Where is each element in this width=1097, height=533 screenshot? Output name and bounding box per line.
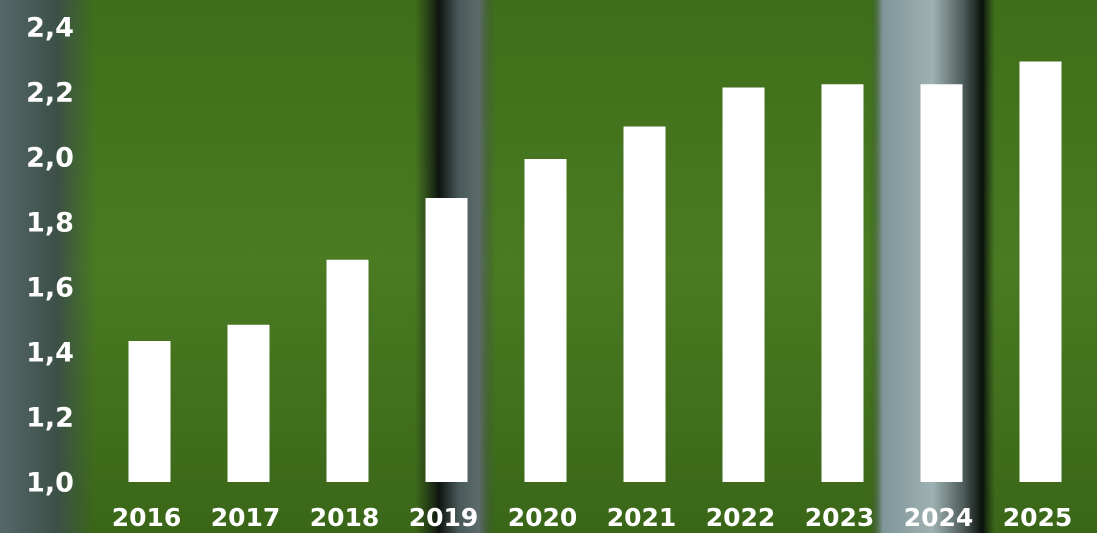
y-tick-label: 1,0 xyxy=(26,468,74,499)
bar xyxy=(425,198,468,482)
x-tick-label: 2020 xyxy=(508,503,578,532)
bar xyxy=(623,126,666,482)
bar xyxy=(128,341,171,482)
y-tick-label: 2,2 xyxy=(26,78,74,109)
x-tick-label: 2017 xyxy=(211,503,281,532)
x-tick-label: 2025 xyxy=(1003,503,1073,532)
bar xyxy=(821,84,864,482)
bar xyxy=(227,324,270,482)
background-post xyxy=(0,0,95,533)
x-tick-label: 2021 xyxy=(607,503,677,532)
x-tick-label: 2024 xyxy=(904,503,974,532)
x-tick-label: 2023 xyxy=(805,503,875,532)
y-tick-label: 1,2 xyxy=(26,403,74,434)
x-tick-label: 2018 xyxy=(310,503,380,532)
x-tick-label: 2022 xyxy=(706,503,776,532)
y-tick-label: 2,0 xyxy=(26,143,74,174)
bar xyxy=(326,259,369,482)
bar xyxy=(920,84,963,482)
y-tick-label: 1,8 xyxy=(26,208,74,239)
bar xyxy=(1019,61,1062,482)
y-tick-label: 1,6 xyxy=(26,273,74,304)
x-tick-label: 2016 xyxy=(112,503,182,532)
x-tick-label: 2019 xyxy=(409,503,479,532)
bar xyxy=(524,159,567,482)
y-tick-label: 1,4 xyxy=(26,338,74,369)
y-tick-label: 2,4 xyxy=(26,13,74,44)
bar xyxy=(722,87,765,482)
